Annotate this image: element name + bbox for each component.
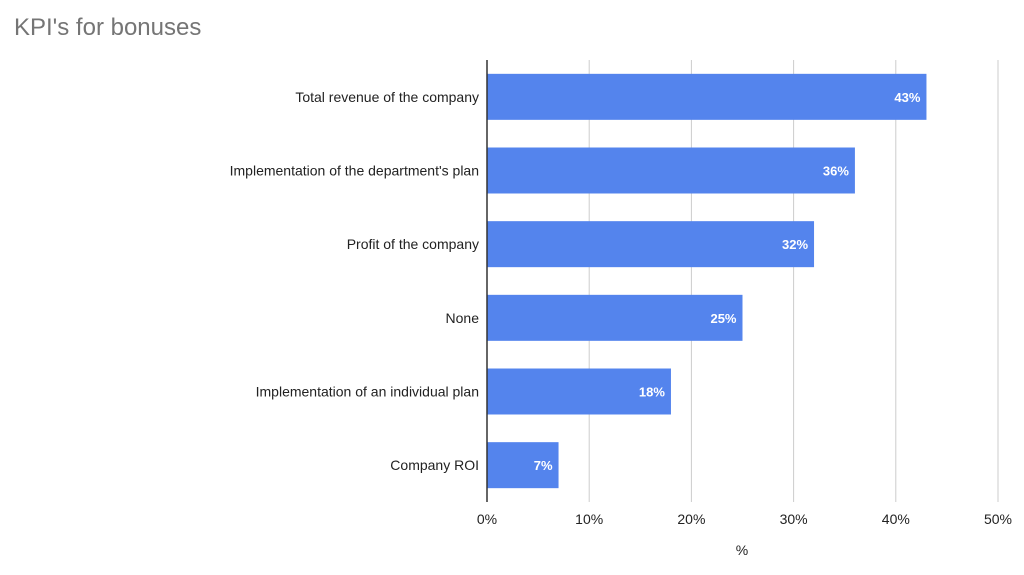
category-label: Implementation of the department's plan xyxy=(230,163,479,179)
chart-title: KPI's for bonuses xyxy=(14,14,202,41)
bars xyxy=(487,73,927,489)
bar xyxy=(487,442,559,489)
bar xyxy=(487,221,815,268)
gridlines xyxy=(588,60,999,502)
category-label: Implementation of an individual plan xyxy=(256,384,479,400)
x-tick-label: 50% xyxy=(984,511,1012,527)
data-label: 25% xyxy=(710,311,736,326)
bar xyxy=(487,294,743,341)
bar xyxy=(487,147,855,194)
category-label: Profit of the company xyxy=(347,236,479,252)
x-tick-label: 20% xyxy=(677,511,705,527)
x-tick-label: 0% xyxy=(477,511,497,527)
data-label: 36% xyxy=(823,164,849,179)
bar xyxy=(487,73,927,120)
data-label: 7% xyxy=(534,458,553,473)
category-label: None xyxy=(446,310,480,326)
category-label: Company ROI xyxy=(390,457,479,473)
data-label: 18% xyxy=(639,385,665,400)
x-tick-label: 10% xyxy=(575,511,603,527)
x-tick-label: 40% xyxy=(882,511,910,527)
labels: 0% 10% 20% 30% 40% 50% Total revenue of the co… xyxy=(230,89,1012,527)
data-label: 43% xyxy=(894,90,920,105)
category-label: Total revenue of the company xyxy=(295,89,479,105)
x-axis-title: % xyxy=(736,542,748,558)
x-tick-label: 30% xyxy=(780,511,808,527)
data-label: 32% xyxy=(782,237,808,252)
bar xyxy=(487,368,671,415)
